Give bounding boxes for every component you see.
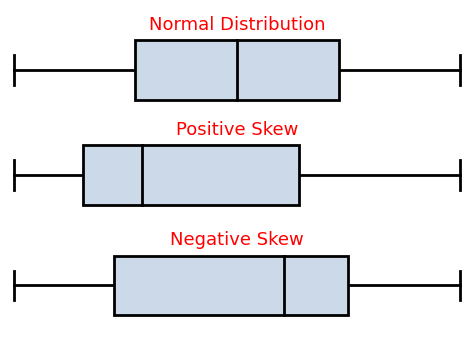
Bar (83, 145, 299, 205)
Text: Positive Skew: Positive Skew (176, 121, 298, 139)
Bar (135, 40, 339, 100)
Text: Negative Skew: Negative Skew (170, 231, 304, 249)
Bar (114, 256, 348, 315)
Text: Normal Distribution: Normal Distribution (149, 16, 325, 34)
